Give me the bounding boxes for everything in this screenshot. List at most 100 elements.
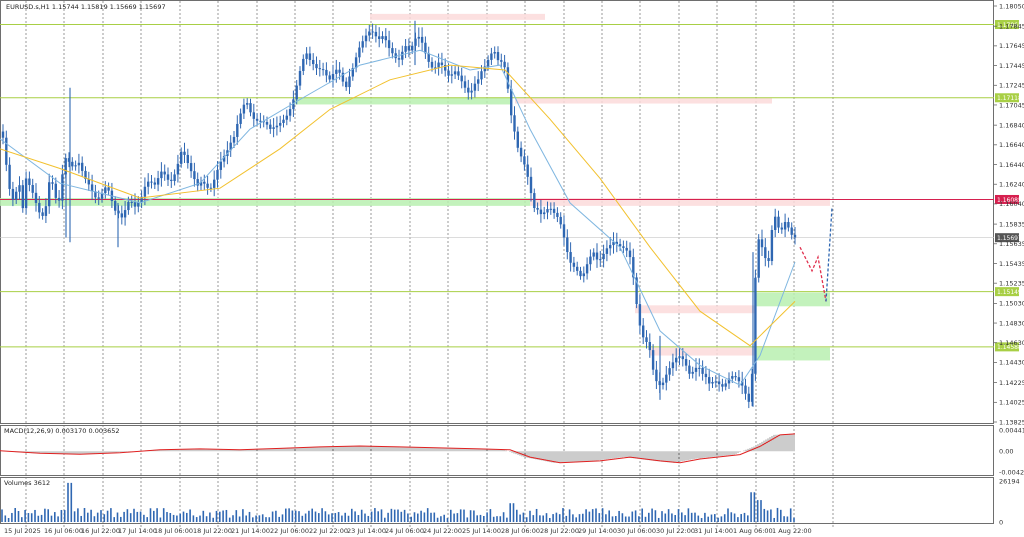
candle-body bbox=[516, 131, 519, 148]
price-tick-label-20: 1.14025 bbox=[999, 399, 1024, 407]
candle-body bbox=[510, 88, 513, 116]
candle-body bbox=[790, 227, 793, 235]
candle-body bbox=[681, 356, 684, 360]
candle-body bbox=[741, 381, 744, 386]
candle-body bbox=[269, 124, 272, 129]
candle-body bbox=[130, 201, 133, 203]
candle-body bbox=[354, 57, 358, 69]
zone-red-0 bbox=[370, 13, 545, 20]
candle-body bbox=[74, 165, 77, 167]
candle-body bbox=[543, 212, 546, 215]
candle-body bbox=[308, 53, 312, 60]
candle-body bbox=[582, 273, 585, 277]
candle-body bbox=[371, 31, 374, 33]
time-label-7: 22 Jul 06:00 bbox=[270, 527, 309, 535]
level-tag-text-3: 1.15149 bbox=[997, 289, 1022, 296]
candle-body bbox=[434, 67, 437, 69]
candle-body bbox=[38, 202, 41, 213]
candle-body bbox=[668, 368, 671, 375]
candle-body bbox=[48, 182, 51, 207]
price-tick-label-8: 1.16440 bbox=[999, 161, 1024, 169]
time-label-10: 24 Jul 06:00 bbox=[385, 527, 424, 535]
candle-body bbox=[589, 256, 592, 265]
candle-body bbox=[711, 382, 714, 384]
symbol-header: EURUSD.s,H1 1.15744 1.15819 1.15669 1.15… bbox=[6, 3, 166, 11]
candle-body bbox=[127, 201, 130, 211]
candle-body bbox=[625, 247, 628, 251]
candle-body bbox=[592, 252, 595, 257]
zone-green-3 bbox=[0, 198, 530, 206]
macd-tick-label-2: -0.004298 bbox=[999, 468, 1024, 476]
zone-red-2 bbox=[515, 97, 772, 104]
candle-body bbox=[249, 103, 252, 113]
candle-body bbox=[315, 64, 318, 69]
candle-body bbox=[704, 373, 708, 378]
candle-body bbox=[473, 83, 477, 91]
candle-body bbox=[67, 158, 71, 162]
macd-indicator: 0.00441 0.00 -0.004298 bbox=[0, 426, 1024, 476]
candle-body bbox=[381, 36, 384, 39]
candle-body bbox=[87, 179, 90, 185]
candle-body bbox=[506, 67, 510, 89]
price-tick-label-5: 1.17045 bbox=[999, 101, 1024, 109]
candle-body bbox=[701, 367, 704, 374]
forecast-path bbox=[799, 207, 833, 302]
candle-body bbox=[714, 381, 717, 383]
price-tick-label-9: 1.16240 bbox=[999, 181, 1024, 189]
price-tick-label-1: 1.17845 bbox=[999, 22, 1024, 30]
candle-body bbox=[622, 246, 625, 248]
time-label-6: 21 Jul 14:00 bbox=[231, 527, 270, 535]
price-tick-label-13: 1.15435 bbox=[999, 260, 1024, 268]
candle-body bbox=[140, 196, 143, 203]
time-label-2: 16 Jul 22:00 bbox=[81, 527, 120, 535]
candle-body bbox=[77, 162, 81, 166]
candle-body bbox=[285, 115, 288, 120]
price-axis: 1.18050 1.17845 1.17645 1.17445 1.17245 1.170… bbox=[994, 2, 1024, 426]
candle-body bbox=[133, 202, 137, 207]
candle-body bbox=[628, 250, 632, 258]
candle-body bbox=[84, 170, 87, 180]
candle-body bbox=[737, 377, 741, 382]
macd-tick-label-0: 0.00441 bbox=[999, 426, 1024, 434]
candle-body bbox=[750, 373, 754, 402]
level-tag-3 bbox=[995, 287, 1019, 297]
candle-body bbox=[427, 53, 430, 62]
macd-title: MACD(12,26,9) 0.003170 0.003652 bbox=[4, 427, 120, 435]
candle-body bbox=[51, 182, 54, 184]
candle-body bbox=[632, 257, 635, 278]
candle-body bbox=[107, 187, 110, 191]
candle-body bbox=[694, 367, 698, 372]
moving-averages bbox=[0, 49, 796, 386]
candle-body bbox=[417, 36, 420, 39]
horizontal-levels: 1.17862 1.17118 1.16085 1.15149 1.14588 1.156… bbox=[0, 20, 1022, 352]
candle-body bbox=[727, 378, 731, 384]
candle-body bbox=[513, 115, 516, 132]
candle-body bbox=[147, 181, 150, 187]
candle-body bbox=[338, 69, 341, 73]
candle-body bbox=[615, 241, 618, 245]
candle-body bbox=[770, 230, 774, 262]
candle-body bbox=[708, 377, 711, 384]
candle-body bbox=[239, 113, 242, 124]
price-tick-label-10: 1.16040 bbox=[999, 200, 1024, 208]
candle-body bbox=[41, 212, 44, 216]
price-tick-label-19: 1.14225 bbox=[999, 379, 1024, 387]
candle-body bbox=[424, 42, 427, 54]
candle-body bbox=[180, 151, 183, 164]
candle-body bbox=[536, 207, 539, 210]
candle-body bbox=[288, 109, 292, 116]
price-tick-label-4: 1.17245 bbox=[999, 82, 1024, 90]
price-tick-label-18: 1.14430 bbox=[999, 359, 1024, 367]
candle-body bbox=[579, 270, 582, 277]
price-tick-label-16: 1.14830 bbox=[999, 319, 1024, 327]
ema-fast-line bbox=[0, 49, 796, 386]
candle-body bbox=[28, 178, 31, 186]
candle-body bbox=[341, 72, 345, 82]
candle-body bbox=[97, 197, 100, 199]
candle-body bbox=[648, 342, 651, 351]
candle-body bbox=[401, 51, 404, 60]
candle-body bbox=[549, 208, 552, 210]
candle-body bbox=[496, 52, 500, 61]
zone-green-6 bbox=[755, 292, 830, 307]
